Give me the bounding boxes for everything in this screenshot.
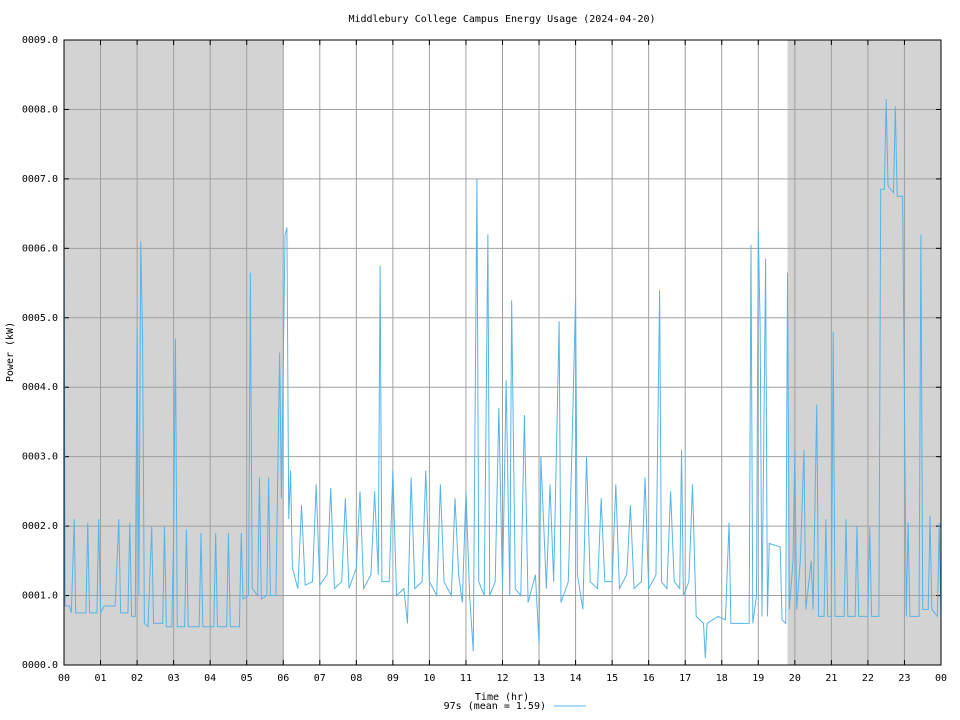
x-tick-label: 13	[533, 673, 545, 684]
y-tick-label: 0003.0	[22, 452, 58, 463]
x-tick-label: 00	[58, 673, 70, 684]
chart-title: Middlebury College Campus Energy Usage (…	[348, 14, 655, 25]
data-line	[63, 99, 942, 659]
y-tick-label: 0006.0	[22, 243, 58, 254]
y-tick-label: 0004.0	[22, 382, 58, 393]
x-tick-label: 07	[314, 673, 326, 684]
x-tick-label: 11	[460, 673, 472, 684]
x-tick-label: 16	[643, 673, 655, 684]
x-tick-label: 14	[570, 673, 582, 684]
y-tick-label: 0008.0	[22, 104, 58, 115]
x-tick-label: 06	[277, 673, 289, 684]
x-tick-label: 19	[752, 673, 764, 684]
x-tick-label: 21	[825, 673, 837, 684]
x-tick-label: 03	[168, 673, 180, 684]
x-tick-label: 00	[935, 673, 947, 684]
x-tick-label: 08	[350, 673, 362, 684]
x-tick-label: 18	[716, 673, 728, 684]
y-tick-label: 0000.0	[22, 660, 58, 671]
y-tick-label: 0002.0	[22, 521, 58, 532]
x-tick-label: 05	[241, 673, 253, 684]
x-tick-label: 15	[606, 673, 618, 684]
legend-label: 97s (mean = 1.59)	[444, 701, 546, 712]
x-axis-label: Time (hr)	[475, 692, 529, 703]
y-axis-label: Power (kW)	[5, 322, 16, 382]
y-tick-label: 0007.0	[22, 174, 58, 185]
x-tick-label: 22	[862, 673, 874, 684]
x-tick-label: 01	[95, 673, 107, 684]
x-tick-label: 23	[898, 673, 910, 684]
y-tick-label: 0001.0	[22, 591, 58, 602]
x-tick-label: 12	[496, 673, 508, 684]
x-tick-label: 17	[679, 673, 691, 684]
x-tick-label: 02	[131, 673, 143, 684]
night-shade	[787, 40, 941, 665]
x-tick-label: 09	[387, 673, 399, 684]
plot-border	[63, 39, 942, 666]
x-tick-label: 10	[423, 673, 435, 684]
y-tick-label: 0009.0	[22, 35, 58, 46]
x-tick-label: 20	[789, 673, 801, 684]
x-tick-label: 04	[204, 673, 216, 684]
y-tick-label: 0005.0	[22, 313, 58, 324]
